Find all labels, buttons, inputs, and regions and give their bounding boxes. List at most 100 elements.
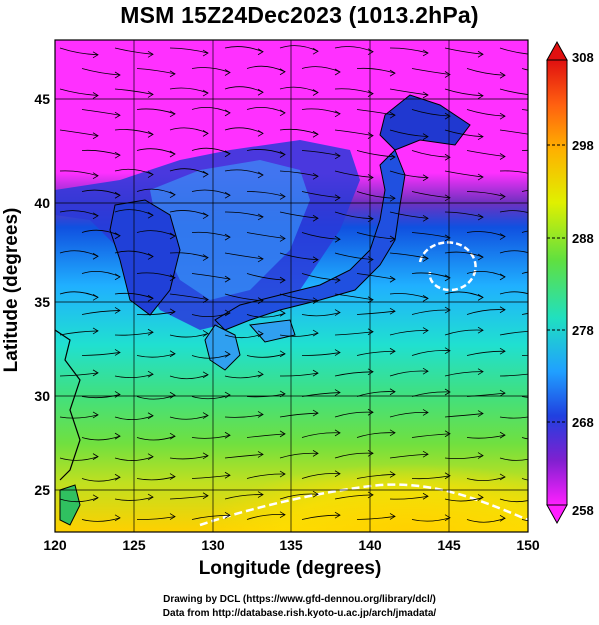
x-axis-label: Longitude (degrees) bbox=[198, 558, 382, 579]
streamline-arrow bbox=[92, 212, 99, 220]
streamline-arrow bbox=[169, 70, 176, 78]
streamline bbox=[301, 66, 341, 73]
streamline-arrow bbox=[169, 513, 176, 520]
x-tick-label: 140 bbox=[358, 537, 382, 553]
streamline bbox=[521, 437, 528, 440]
streamline bbox=[466, 150, 506, 157]
streamline bbox=[356, 310, 396, 315]
streamline-arrow bbox=[92, 411, 99, 419]
y-tick-label: 40 bbox=[34, 195, 50, 211]
streamline bbox=[389, 47, 429, 54]
streamline-arrow bbox=[312, 329, 319, 337]
streamline-arrow bbox=[533, 328, 538, 334]
streamline bbox=[246, 393, 286, 398]
colorbar-tick-label: 308 bbox=[572, 50, 594, 65]
streamline bbox=[279, 493, 319, 500]
streamline-arrow bbox=[257, 171, 264, 179]
streamline bbox=[81, 229, 121, 237]
streamline-arrow bbox=[147, 211, 154, 219]
streamline bbox=[114, 168, 154, 175]
streamline bbox=[191, 434, 231, 439]
colorbar-top-arrow bbox=[546, 40, 568, 61]
streamline-arrow bbox=[477, 213, 484, 221]
streamline bbox=[466, 68, 506, 76]
colorbar-tick-label: 298 bbox=[572, 138, 594, 153]
streamline-arrow bbox=[444, 112, 451, 120]
streamline-arrow bbox=[334, 276, 341, 284]
streamline-arrow bbox=[257, 370, 264, 378]
streamline bbox=[521, 271, 528, 274]
streamline bbox=[444, 88, 484, 97]
streamline bbox=[521, 478, 528, 481]
streamline-arrow bbox=[499, 473, 506, 481]
streamline bbox=[521, 190, 528, 192]
streamline-arrow bbox=[533, 213, 538, 219]
streamline bbox=[191, 67, 231, 73]
streamline-arrow bbox=[477, 173, 484, 181]
streamline bbox=[191, 312, 231, 317]
streamline bbox=[356, 516, 396, 520]
streamline bbox=[389, 495, 429, 500]
streamline bbox=[169, 210, 209, 217]
streamline-arrow bbox=[257, 129, 264, 137]
streamline-arrow bbox=[477, 494, 484, 501]
streamline-arrow bbox=[279, 193, 286, 200]
streamline bbox=[169, 374, 209, 380]
streamline bbox=[114, 373, 154, 379]
streamline-arrow bbox=[533, 412, 538, 418]
streamline-arrow bbox=[444, 234, 451, 242]
streamline bbox=[114, 47, 154, 55]
streamline-arrow bbox=[499, 431, 506, 439]
streamline-arrow bbox=[334, 152, 341, 160]
streamline-arrow bbox=[389, 471, 396, 478]
streamline bbox=[411, 232, 451, 239]
streamline bbox=[279, 372, 319, 377]
streamline-arrow bbox=[334, 349, 341, 356]
streamline-arrow bbox=[92, 327, 99, 335]
streamline-arrow bbox=[389, 513, 396, 520]
streamline-arrow bbox=[169, 110, 176, 118]
streamline bbox=[411, 68, 451, 75]
streamline-arrow bbox=[389, 429, 396, 437]
streamline bbox=[356, 232, 396, 240]
streamline bbox=[444, 170, 484, 178]
streamline bbox=[444, 251, 484, 258]
streamline bbox=[81, 517, 121, 522]
streamline-arrow bbox=[477, 294, 484, 301]
streamline-arrow bbox=[422, 49, 429, 57]
streamline-arrow bbox=[224, 511, 231, 519]
streamline-arrow bbox=[533, 133, 538, 139]
streamline bbox=[444, 129, 484, 138]
streamline bbox=[81, 352, 121, 356]
streamline bbox=[246, 191, 286, 197]
streamline bbox=[356, 432, 396, 438]
streamline-arrow bbox=[477, 326, 484, 334]
streamline-arrow bbox=[224, 109, 231, 117]
y-tick-label: 30 bbox=[34, 388, 50, 404]
streamline-arrow bbox=[312, 214, 319, 222]
streamline-arrow bbox=[224, 309, 231, 317]
streamline-arrow bbox=[422, 295, 429, 302]
streamline-arrow bbox=[389, 194, 396, 202]
streamline bbox=[499, 457, 528, 461]
streamline-arrow bbox=[422, 133, 429, 140]
streamline-arrow bbox=[477, 92, 484, 100]
streamline bbox=[191, 514, 231, 520]
streamline bbox=[224, 211, 264, 218]
streamline-arrow bbox=[114, 111, 121, 119]
streamline-arrow bbox=[334, 235, 341, 243]
streamline bbox=[224, 373, 264, 379]
streamline bbox=[246, 149, 286, 155]
streamline-arrow bbox=[389, 307, 396, 315]
streamline-arrow bbox=[92, 172, 99, 180]
streamline bbox=[356, 391, 396, 397]
streamline-arrow bbox=[279, 430, 286, 438]
streamline-arrow bbox=[224, 150, 231, 158]
streamline bbox=[389, 453, 429, 459]
streamline-arrow bbox=[114, 432, 121, 440]
streamline-arrow bbox=[147, 328, 154, 336]
streamline-arrow bbox=[477, 253, 484, 261]
streamline bbox=[224, 454, 264, 459]
streamline-arrow bbox=[334, 511, 341, 519]
streamline bbox=[59, 330, 99, 336]
